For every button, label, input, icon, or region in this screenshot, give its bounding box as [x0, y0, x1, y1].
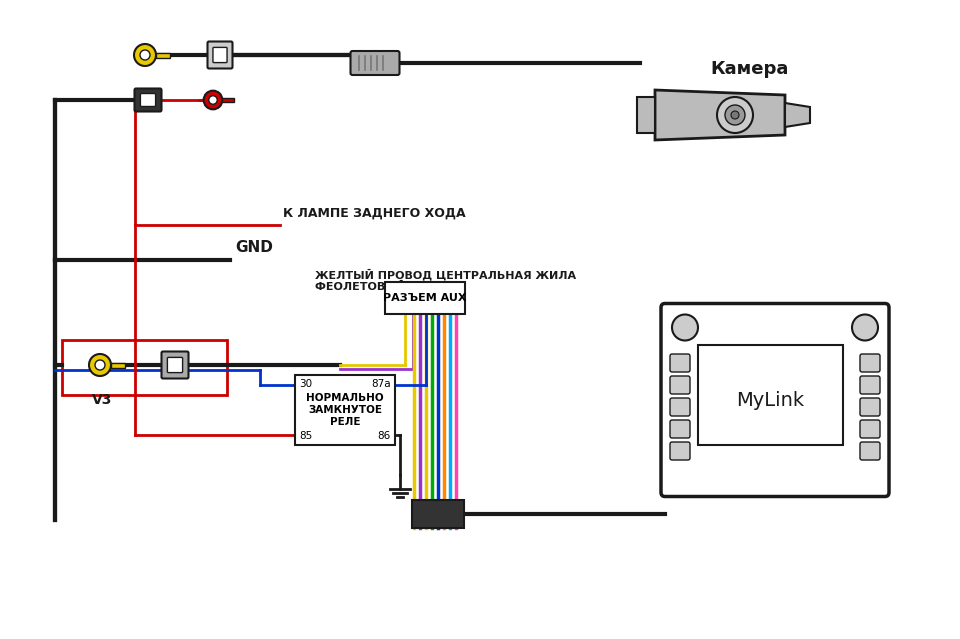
Bar — [156, 52, 170, 58]
FancyBboxPatch shape — [860, 376, 880, 394]
Text: Камера: Камера — [710, 60, 789, 78]
FancyBboxPatch shape — [161, 351, 188, 378]
FancyBboxPatch shape — [134, 88, 161, 111]
Circle shape — [140, 50, 150, 60]
Polygon shape — [637, 97, 655, 133]
Text: 86: 86 — [377, 431, 391, 441]
Polygon shape — [785, 103, 810, 127]
Bar — [698, 345, 843, 445]
FancyBboxPatch shape — [140, 93, 156, 107]
Circle shape — [672, 314, 698, 341]
Circle shape — [95, 360, 105, 370]
Text: V3: V3 — [92, 393, 112, 407]
FancyBboxPatch shape — [661, 304, 889, 497]
Circle shape — [852, 314, 878, 341]
Text: РАЗЪЕМ AUX: РАЗЪЕМ AUX — [383, 293, 467, 303]
FancyBboxPatch shape — [207, 42, 232, 68]
Bar — [223, 98, 234, 102]
FancyBboxPatch shape — [860, 398, 880, 416]
Text: ФЕОЛЕТОВЫЙ ЭКРАН: ФЕОЛЕТОВЫЙ ЭКРАН — [315, 282, 453, 292]
Circle shape — [89, 354, 111, 376]
Text: MyLink: MyLink — [736, 390, 804, 410]
FancyBboxPatch shape — [860, 354, 880, 372]
Bar — [62, 340, 227, 395]
FancyBboxPatch shape — [670, 442, 690, 460]
FancyBboxPatch shape — [167, 357, 182, 373]
Circle shape — [208, 96, 217, 104]
FancyBboxPatch shape — [350, 51, 399, 75]
FancyBboxPatch shape — [670, 354, 690, 372]
Text: GND: GND — [235, 240, 273, 255]
Text: 87a: 87a — [372, 379, 391, 389]
Circle shape — [725, 105, 745, 125]
Polygon shape — [655, 90, 785, 140]
Text: НОРМАЛЬНО
ЗАМКНУТОЕ
РЕЛЕ: НОРМАЛЬНО ЗАМКНУТОЕ РЕЛЕ — [306, 392, 384, 427]
Bar — [412, 500, 464, 528]
FancyBboxPatch shape — [213, 47, 228, 63]
Text: К ЛАМПЕ ЗАДНЕГО ХОДА: К ЛАМПЕ ЗАДНЕГО ХОДА — [283, 207, 466, 220]
Text: 85: 85 — [299, 431, 312, 441]
FancyBboxPatch shape — [860, 442, 880, 460]
Bar — [295, 375, 395, 445]
Circle shape — [731, 111, 739, 119]
Circle shape — [134, 44, 156, 66]
Bar — [111, 362, 125, 367]
Circle shape — [204, 91, 223, 109]
FancyBboxPatch shape — [860, 420, 880, 438]
Text: 30: 30 — [299, 379, 312, 389]
FancyBboxPatch shape — [670, 376, 690, 394]
FancyBboxPatch shape — [670, 420, 690, 438]
Circle shape — [717, 97, 753, 133]
Bar — [385, 282, 465, 314]
FancyBboxPatch shape — [670, 398, 690, 416]
Text: ЖЕЛТЫЙ ПРОВОД ЦЕНТРАЛЬНАЯ ЖИЛА: ЖЕЛТЫЙ ПРОВОД ЦЕНТРАЛЬНАЯ ЖИЛА — [315, 268, 576, 280]
